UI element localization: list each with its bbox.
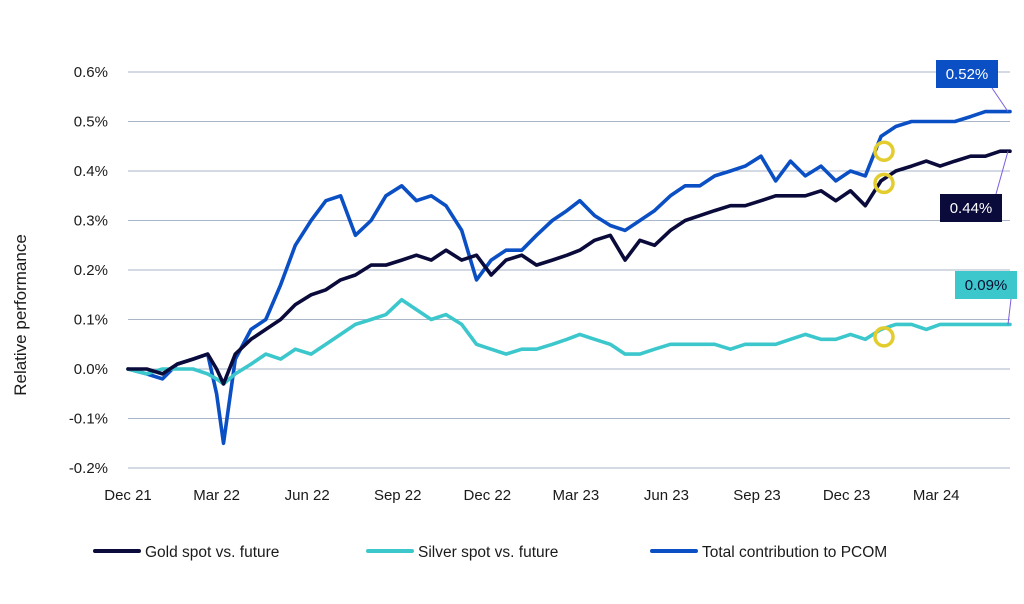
y-tick-label: 0.5% bbox=[74, 114, 108, 131]
callout-leader bbox=[991, 87, 1009, 112]
y-axis-title: Relative performance bbox=[11, 234, 30, 396]
callout-label: 0.09% bbox=[965, 277, 1008, 294]
series-line-2 bbox=[126, 109, 1012, 446]
y-tick-label: 0.4% bbox=[74, 163, 108, 180]
x-tick-label: Mar 22 bbox=[193, 487, 240, 504]
x-tick-label: Dec 23 bbox=[823, 487, 871, 504]
callout-box bbox=[940, 194, 1002, 222]
y-tick-label: 0.2% bbox=[74, 262, 108, 279]
legend-label: Silver spot vs. future bbox=[418, 544, 558, 561]
y-tick-label: -0.1% bbox=[69, 411, 108, 428]
gridlines bbox=[128, 71, 1010, 469]
highlight-circle bbox=[873, 326, 895, 348]
x-tick-label: Jun 23 bbox=[644, 487, 689, 504]
y-tick-labels: -0.2% -0.1% 0.0% 0.1% 0.2% 0.3% 0.4% 0.5% 0.6% bbox=[69, 64, 108, 477]
x-tick-label: Sep 23 bbox=[733, 487, 781, 504]
y-tick-label: 0.0% bbox=[74, 361, 108, 378]
callout-leader bbox=[995, 151, 1009, 195]
callout-box bbox=[955, 271, 1017, 299]
x-tick-label: Sep 22 bbox=[374, 487, 422, 504]
series-line-0 bbox=[126, 149, 1012, 386]
highlight-circle bbox=[873, 172, 895, 195]
callout-label: 0.44% bbox=[950, 200, 993, 217]
callout-box bbox=[936, 60, 998, 88]
y-tick-label: 0.1% bbox=[74, 312, 108, 329]
y-tick-label: 0.3% bbox=[74, 213, 108, 230]
series-lines bbox=[126, 109, 1012, 446]
x-tick-label: Mar 23 bbox=[553, 487, 600, 504]
legend-label: Gold spot vs. future bbox=[145, 544, 279, 561]
legend-label: Total contribution to PCOM bbox=[702, 544, 887, 561]
callout-leader bbox=[1007, 298, 1012, 325]
highlight-circle bbox=[873, 140, 895, 162]
y-tick-label: -0.2% bbox=[69, 460, 108, 477]
series-line-1 bbox=[126, 297, 1012, 386]
x-tick-label: Dec 21 bbox=[104, 487, 152, 504]
x-tick-label: Mar 24 bbox=[913, 487, 960, 504]
highlight-markers bbox=[873, 140, 895, 348]
y-tick-label: 0.6% bbox=[74, 64, 108, 81]
x-tick-labels: Dec 21 Mar 22 Jun 22 Sep 22 Dec 22 Mar 23 Jun … bbox=[104, 487, 959, 504]
legend: Gold spot vs. future Silver spot vs. futu… bbox=[93, 544, 887, 561]
x-tick-label: Jun 22 bbox=[285, 487, 330, 504]
value-callouts: 0.52% 0.44% 0.09% bbox=[936, 60, 1017, 325]
x-tick-label: Dec 22 bbox=[464, 487, 512, 504]
callout-label: 0.52% bbox=[946, 66, 989, 83]
